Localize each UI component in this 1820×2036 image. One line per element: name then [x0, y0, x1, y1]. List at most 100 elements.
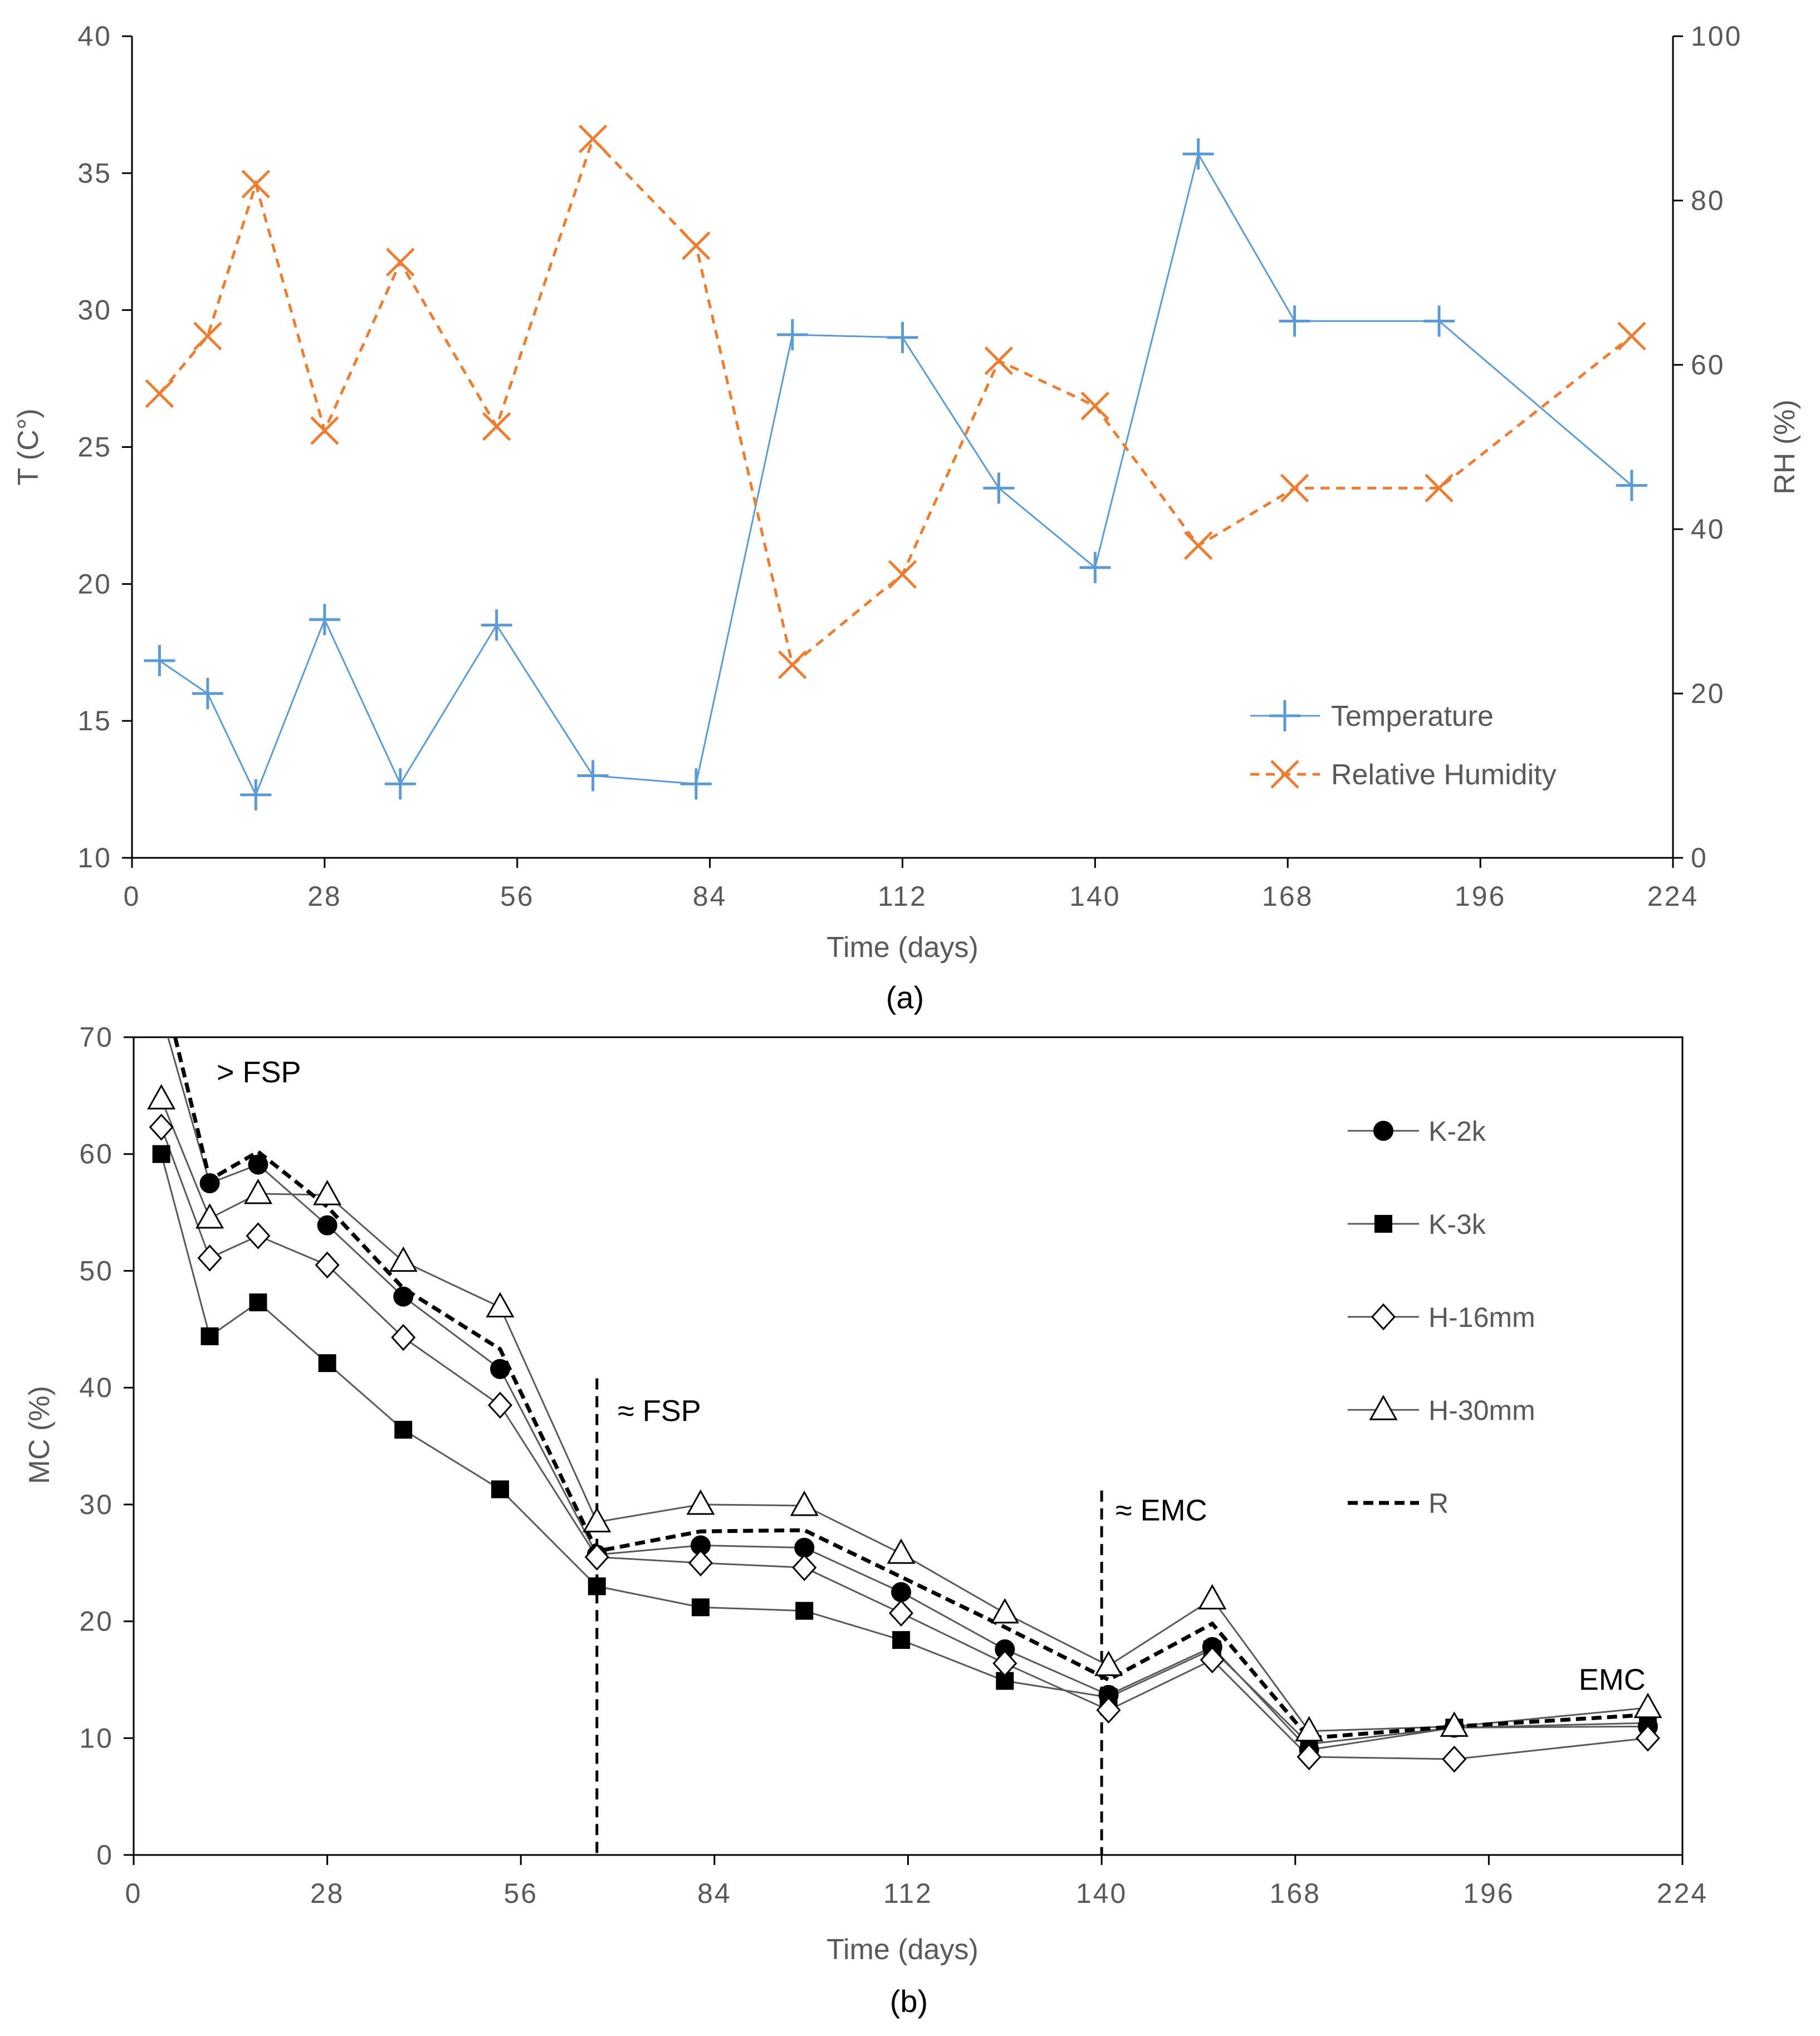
- panel-b-point: [391, 1324, 416, 1351]
- panel-b-annotation: ≈ FSP: [618, 1394, 701, 1428]
- panel-b-legend-label: H-16mm: [1428, 1302, 1535, 1333]
- panel-a-x-tick-label: 168: [1262, 881, 1313, 912]
- panel-b-point: [394, 1420, 413, 1439]
- panel-b-x-tick-label: 140: [1076, 1878, 1127, 1909]
- panel-b-x-tick-label: 224: [1657, 1878, 1708, 1909]
- panel-a-y-tick-label: 35: [77, 158, 112, 189]
- panel-a-point: [888, 560, 917, 589]
- panel-b-point: [149, 1114, 174, 1141]
- panel-a-y-tick-label: 25: [77, 432, 112, 463]
- panel-b-point: [486, 1292, 515, 1317]
- panel-a-point: [1080, 391, 1110, 421]
- panel-b-annotation: > FSP: [217, 1056, 301, 1089]
- panel-b-point: [992, 1649, 1017, 1677]
- panel-b-point: [249, 1293, 267, 1312]
- panel-b-series-markers: [147, 1084, 1662, 1773]
- panel-b-x-tick-label: 112: [883, 1878, 933, 1909]
- panel-b-legend: K-2k K-3k H-16mm H-30mm R: [1348, 1116, 1535, 1519]
- panel-b-legend-label: K-2k: [1428, 1116, 1486, 1147]
- panel-b-y-axis-title: MC (%): [23, 1386, 56, 1484]
- panel-b-legend-marker: [1373, 1121, 1393, 1141]
- panel-a-point: [481, 609, 512, 641]
- panel-a-x-axis-title: Time (days): [826, 931, 979, 964]
- panel-a-y2-tick-label: 100: [1691, 21, 1742, 52]
- panel-a-point: [1617, 321, 1646, 351]
- panel-a-axes: 10 15 20 25 30 35 40 0 20 40 60 80 100 0 28 56 84 112 140 1…: [77, 21, 1742, 912]
- panel-a-point: [887, 321, 918, 353]
- panel-b-point: [887, 1538, 916, 1564]
- panel-b-y-tick-label: 0: [96, 1839, 114, 1871]
- panel-a-y-axis-title: T (C°): [12, 408, 45, 485]
- panel-a-point: [778, 650, 807, 680]
- panel-a-y-tick-label: 30: [77, 295, 112, 326]
- panel-b-x-axis-title: Time (days): [826, 1934, 979, 1966]
- panel-a-point: [578, 124, 608, 154]
- panel-b-legend-label: H-30mm: [1428, 1395, 1535, 1426]
- panel-b-y-tick-label: 50: [79, 1255, 114, 1286]
- panel-a-point: [1425, 473, 1454, 503]
- panel-a-y2-tick-label: 80: [1691, 185, 1725, 216]
- panel-a-series: [144, 124, 1647, 811]
- panel-b-y-tick-label: 30: [79, 1489, 114, 1520]
- panel-b-point: [487, 1391, 513, 1419]
- panel-a-point: [309, 604, 340, 636]
- panel-a-y2-tick-label: 20: [1691, 678, 1725, 709]
- panel-a-y2-tick-label: 40: [1691, 514, 1725, 545]
- panel-b-x-tick-label: 56: [503, 1878, 538, 1909]
- panel-b-x-tick-label: 28: [310, 1878, 345, 1909]
- panel-b-label: (b): [890, 1984, 928, 2019]
- panel-a-x-tick-label: 224: [1647, 881, 1699, 912]
- panel-b-series: [147, 1037, 1662, 1773]
- panel-a-y-tick-label: 20: [77, 568, 112, 599]
- panel-b-point: [200, 1327, 219, 1345]
- panel-a-point: [984, 346, 1014, 375]
- panel-b-x-tick-label: 168: [1270, 1878, 1321, 1909]
- panel-b-point: [1094, 1651, 1123, 1676]
- panel-a-point: [1279, 305, 1310, 337]
- panel-b-point: [795, 1602, 814, 1620]
- panel-b-point: [313, 1180, 342, 1205]
- panel-b-point: [491, 1480, 510, 1498]
- panel-b-legend-marker: [1374, 1215, 1392, 1233]
- panel-b-point: [195, 1203, 224, 1229]
- panel-a-legend-label: Relative Humidity: [1331, 759, 1557, 791]
- panel-b-y-tick-label: 40: [79, 1372, 114, 1403]
- panel-b-point: [990, 1598, 1019, 1624]
- panel-b-point: [891, 1582, 912, 1603]
- panel-b-point: [147, 1084, 176, 1110]
- panel-a-point: [241, 169, 271, 199]
- panel-a-x-tick-label: 196: [1455, 881, 1506, 912]
- panel-a-y2-tick-label: 60: [1691, 349, 1725, 380]
- panel-a-legend-marker: [1269, 700, 1300, 731]
- panel-a-point: [682, 231, 711, 260]
- panel-b-point: [1635, 1725, 1660, 1752]
- panel-b-point: [1633, 1692, 1662, 1718]
- panel-a-x-tick-label: 28: [307, 881, 342, 912]
- panel-b-point: [1295, 1716, 1324, 1742]
- panel-a-point: [240, 779, 272, 811]
- panel-b-legend-label: R: [1428, 1488, 1449, 1519]
- panel-b-annotation: ≈ EMC: [1116, 1493, 1207, 1527]
- panel-b-point: [318, 1354, 336, 1373]
- panel-b-point: [199, 1173, 220, 1194]
- panel-a-legend: Temperature Relative Humidity: [1250, 700, 1557, 791]
- panel-b-point: [317, 1215, 337, 1236]
- panel-b-point: [1200, 1646, 1225, 1674]
- panel-b-y-tick-label: 70: [79, 1022, 114, 1053]
- panel-b-point: [889, 1599, 914, 1627]
- panel-b-series-line-4: [173, 1037, 1648, 1740]
- panel-a-point: [1423, 305, 1455, 337]
- panel-a-point: [310, 416, 339, 445]
- panel-b-series-line-1: [160, 1154, 1648, 1745]
- panel-a-legend-label: Temperature: [1331, 700, 1494, 733]
- panel-a-point: [577, 760, 609, 792]
- panel-b-legend-marker: [1369, 1394, 1398, 1420]
- panel-b-point: [1096, 1696, 1121, 1724]
- panel-a-point: [1079, 551, 1111, 583]
- panel-b-y-tick-label: 20: [79, 1606, 114, 1637]
- panel-a-point: [482, 412, 511, 441]
- panel-a-point: [1182, 138, 1214, 170]
- panel-b-y-tick-label: 10: [79, 1722, 114, 1754]
- panel-b-annotations: > FSP ≈ FSP ≈ EMC EMC: [217, 1056, 1646, 1697]
